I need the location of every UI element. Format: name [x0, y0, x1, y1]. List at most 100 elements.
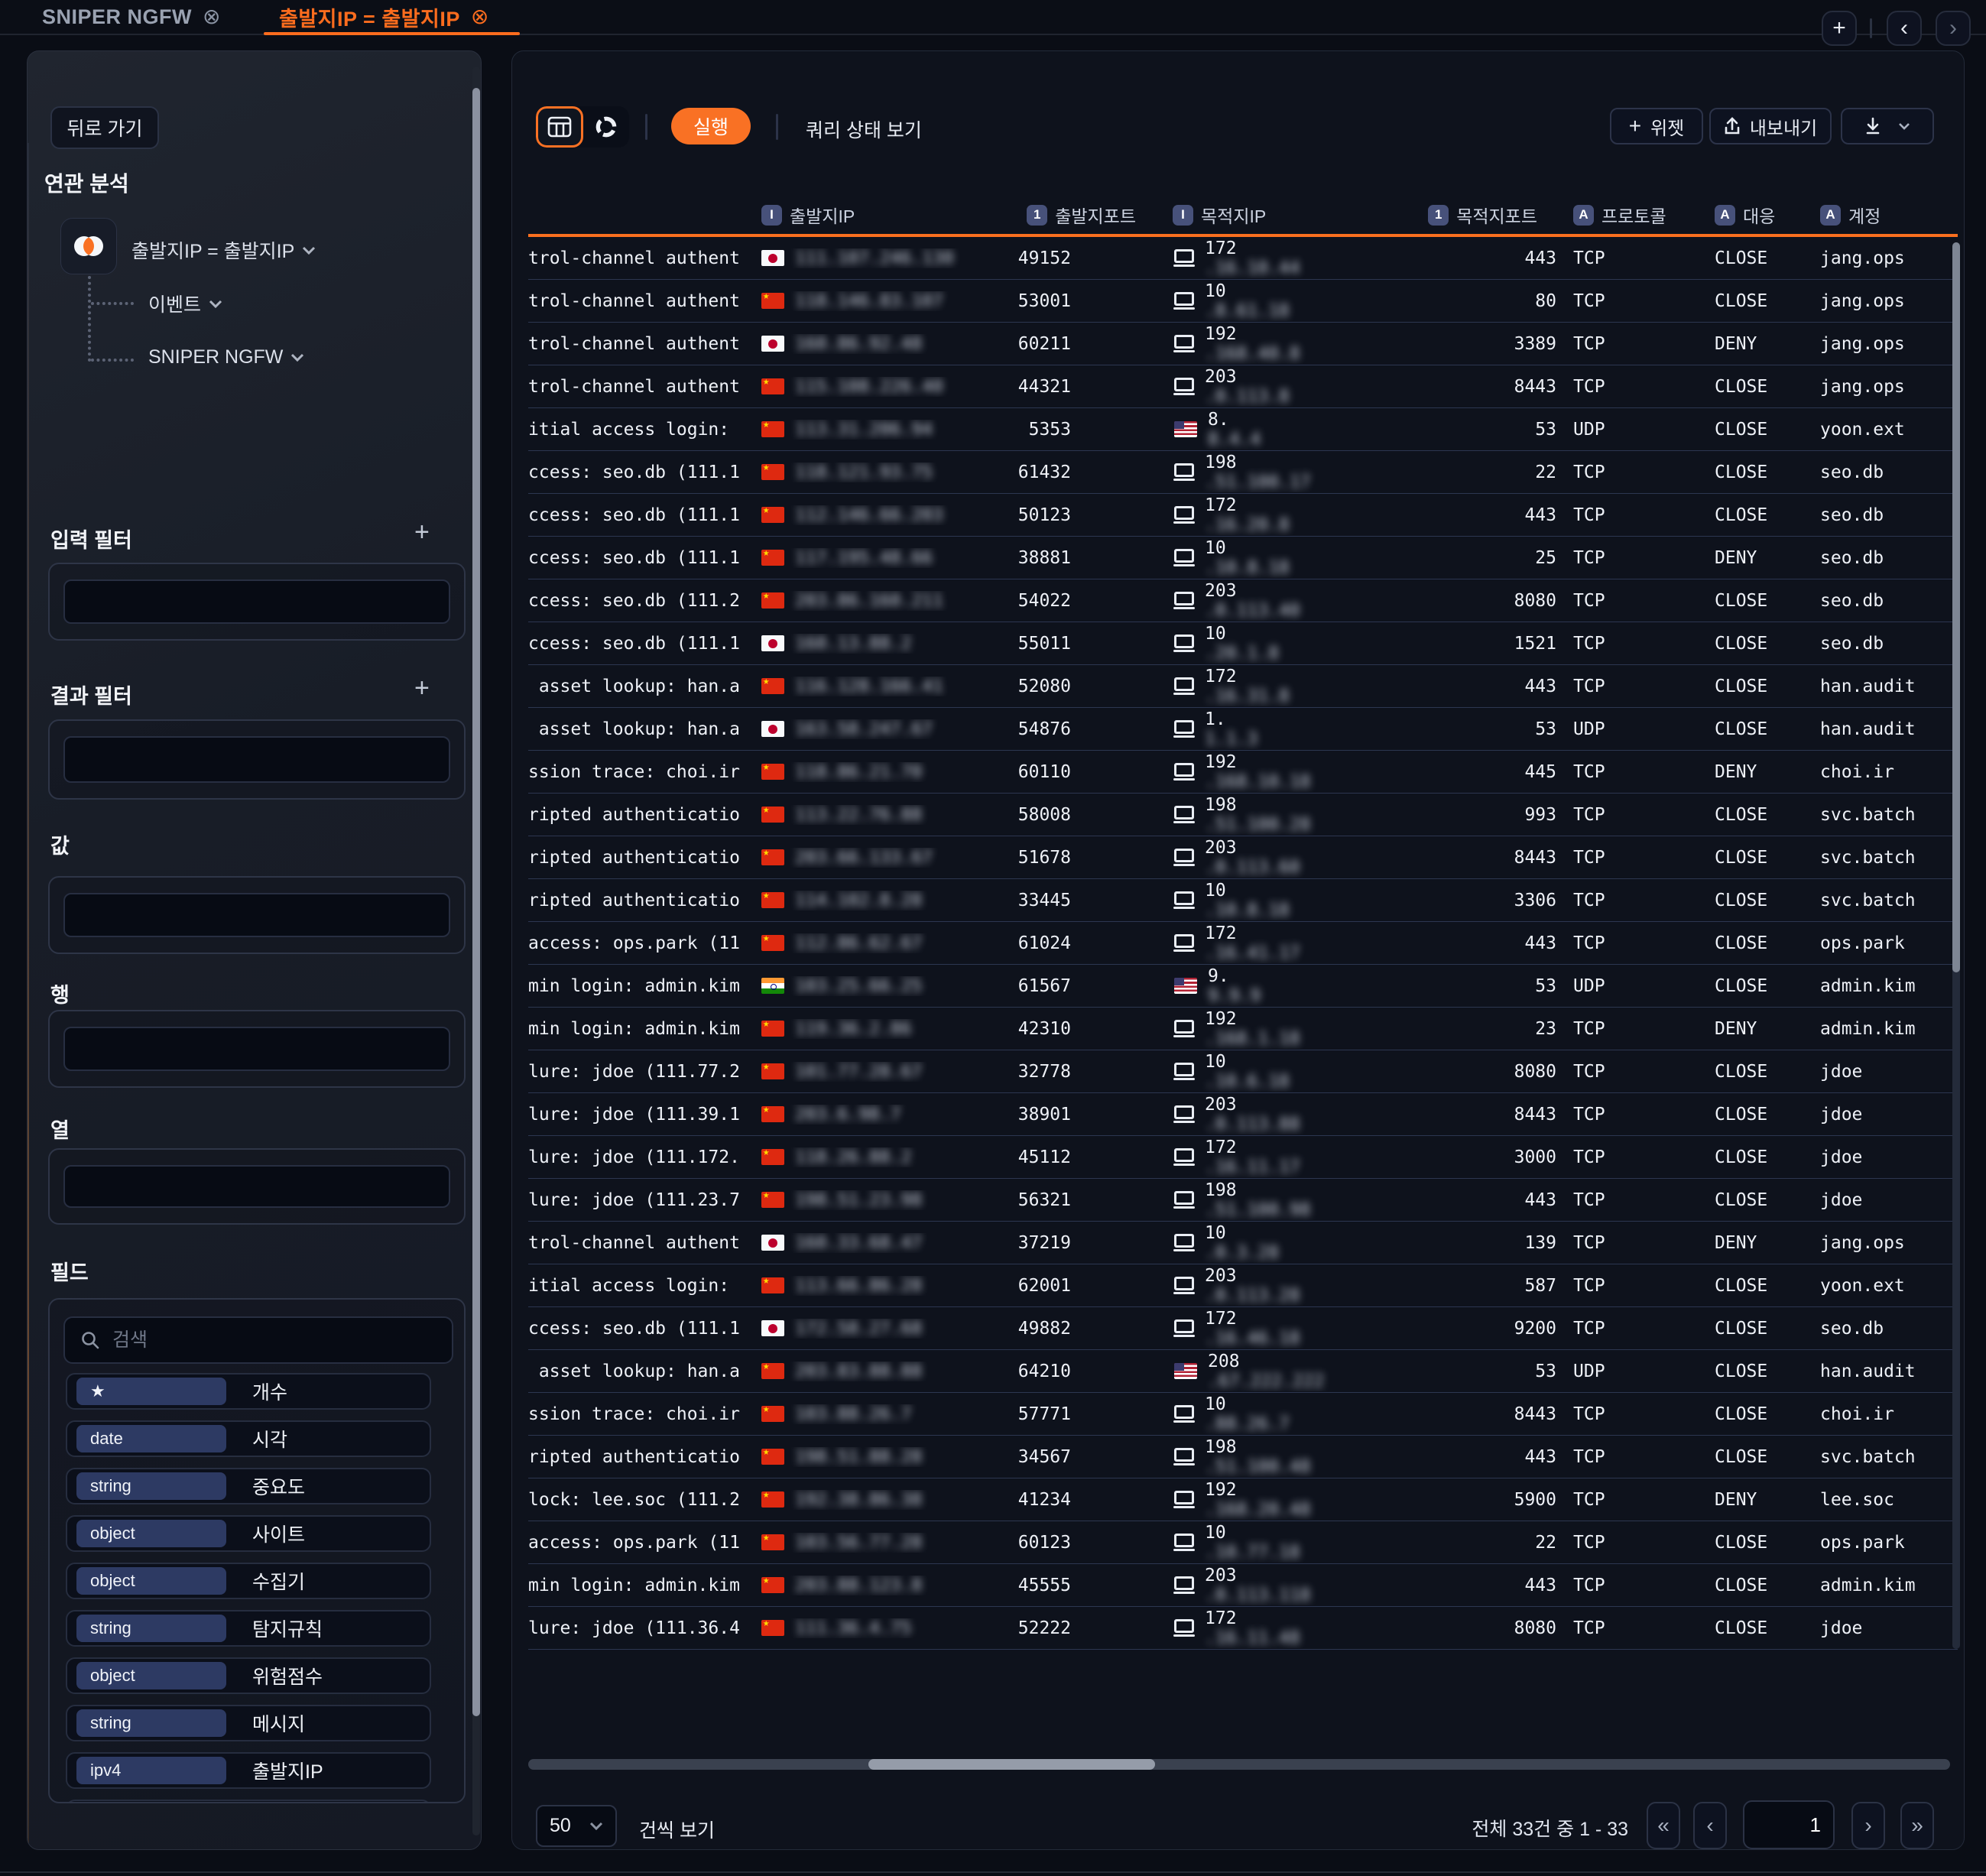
back-button[interactable]: 뒤로 가기 [50, 106, 159, 149]
table-row[interactable]: ssion trace: choi.ir 103.88.26.7 57771 10.8… [528, 1393, 1958, 1436]
next-page-button[interactable]: › [1851, 1802, 1885, 1849]
table-row[interactable]: lure: jdoe (111.23.7 198.51.23.98 56321 198… [528, 1179, 1958, 1222]
field-item-중요도[interactable]: string 중요도 [66, 1468, 431, 1504]
field-item-위험점수[interactable]: object 위험점수 [66, 1657, 431, 1694]
result-filter-field[interactable] [63, 736, 450, 783]
table-row[interactable]: lure: jdoe (111.77.2 101.77.28.67 32778 10.… [528, 1050, 1958, 1093]
table-row[interactable]: lure: jdoe (111.172. 118.26.88.2 45112 172.… [528, 1136, 1958, 1179]
table-row[interactable]: asset lookup: han.a 203.83.88.88 64210 208.… [528, 1350, 1958, 1393]
header-src-port[interactable]: 1 출발지포트 [998, 202, 1136, 228]
table-vertical-scrollbar[interactable] [1952, 242, 1960, 1649]
cell-source-port: 61567 [1017, 975, 1071, 996]
chart-view-button[interactable] [583, 106, 629, 148]
host-icon [1173, 1618, 1195, 1637]
field-item-탐지규칙[interactable]: string 탐지규칙 [66, 1610, 431, 1647]
field-item-개수[interactable]: ★ 개수 [66, 1373, 431, 1410]
table-row[interactable]: trol-channel authent 115.108.226.40 44321 2… [528, 365, 1958, 408]
dest-ip-visible-prefix: 9. [1208, 966, 1229, 986]
table-row[interactable]: trol-channel authent 111.107.246.130 49152… [528, 237, 1958, 280]
table-vertical-scrollbar-thumb[interactable] [1952, 242, 1960, 972]
table-row[interactable]: lure: jdoe (111.36.4 111.36.4.75 52222 172.… [528, 1607, 1958, 1650]
field-item-출발지IP[interactable]: ipv4 출발지IP [66, 1752, 431, 1789]
field-search-input[interactable] [112, 1329, 403, 1352]
add-tab-button[interactable]: + [1822, 11, 1857, 46]
table-row[interactable]: ssion trace: choi.ir 118.86.21.70 60110 192… [528, 751, 1958, 794]
table-row[interactable]: ccess: seo.db (111.2 203.86.160.211 54022 2… [528, 579, 1958, 622]
field-item-시각[interactable]: date 시각 [66, 1420, 431, 1457]
source-ip-redacted: 163.58.247.67 [795, 719, 933, 739]
tab-sniper-ngfw[interactable]: SNIPER NGFW ⊗ [42, 0, 220, 34]
field-item-수집기[interactable]: object 수집기 [66, 1563, 431, 1599]
table-row[interactable]: trol-channel authent 160.86.92.48 60211 192… [528, 323, 1958, 365]
table-row[interactable]: ccess: seo.db (111.1 117.195.48.66 38881 10… [528, 537, 1958, 579]
header-account[interactable]: A 계정 [1812, 202, 1958, 228]
table-row[interactable]: ripted authenticatio 114.102.8.28 33445 10.… [528, 879, 1958, 922]
table-row[interactable]: ccess: seo.db (111.1 112.146.66.203 50123 1… [528, 494, 1958, 537]
add-result-filter-button[interactable]: + [414, 673, 430, 703]
table-row[interactable]: asset lookup: han.a 116.128.166.41 52080 17… [528, 665, 1958, 708]
dest-ip: 192.168.40.8 [1205, 324, 1300, 364]
tree-root-node[interactable]: 출발지IP = 출발지IP [131, 236, 316, 264]
divider [1870, 18, 1872, 38]
table-row[interactable]: ripted authenticatio 113.22.76.88 58008 198… [528, 794, 1958, 836]
tab-analysis-active[interactable]: 출발지IP = 출발지IP ⊗ [279, 0, 488, 34]
value-field[interactable] [63, 893, 450, 937]
table-row[interactable]: asset lookup: han.a 163.58.247.67 54876 1. 1… [528, 708, 1958, 751]
table-row[interactable]: access: ops.park (11 103.56.77.28 60123 10.… [528, 1521, 1958, 1564]
first-page-button[interactable]: « [1647, 1802, 1680, 1849]
table-row[interactable]: trol-channel authent 160.33.68.47 37219 10.… [528, 1222, 1958, 1264]
header-dest-port[interactable]: 1 목적지포트 [1404, 202, 1564, 228]
table-row[interactable]: lock: lee.soc (111.2 192.38.86.38 41234 192… [528, 1478, 1958, 1521]
table-horizontal-scrollbar-thumb[interactable] [868, 1759, 1155, 1770]
dest-ip-redacted: .0.113.40 [1205, 600, 1300, 621]
tab-close-icon[interactable]: ⊗ [470, 5, 489, 28]
add-widget-button[interactable]: + 위젯 [1610, 108, 1703, 144]
cell-source-port: 45555 [1017, 1575, 1071, 1595]
table-row[interactable]: min login: admin.kim 103.25.66.25 61567 9. 9… [528, 965, 1958, 1008]
run-button[interactable]: 실행 [671, 108, 751, 144]
prev-page-button[interactable]: ‹ [1693, 1802, 1727, 1849]
export-button[interactable]: 내보내기 [1709, 108, 1832, 144]
table-row[interactable]: access: ops.park (11 112.86.62.67 61024 172… [528, 922, 1958, 965]
header-src-ip[interactable]: I 출발지IP [761, 202, 998, 228]
table-view-icon [547, 116, 572, 138]
download-button[interactable] [1841, 108, 1934, 144]
table-row[interactable]: trol-channel authent 118.146.83.107 53001 1… [528, 280, 1958, 323]
query-status-link[interactable]: 쿼리 상태 보기 [806, 120, 922, 141]
source-ip-redacted: 198.51.88.28 [795, 1446, 923, 1467]
page-size-select[interactable]: 50 [536, 1805, 617, 1847]
table-view-button[interactable] [536, 106, 583, 148]
sidebar-scrollbar-thumb[interactable] [472, 88, 480, 1716]
table-row[interactable]: itial access login: 113.31.206.94 5353 8.8.… [528, 408, 1958, 451]
input-filter-field[interactable] [63, 579, 450, 624]
table-row[interactable]: ripted authenticatio 203.66.133.67 51678 20… [528, 836, 1958, 879]
field-item-출발지포트[interactable]: int출발지포트 [66, 1800, 431, 1802]
table-row[interactable]: lure: jdoe (111.39.1 203.6.98.7 38901 203.0… [528, 1093, 1958, 1136]
row-field[interactable] [63, 1027, 450, 1071]
page-number-input[interactable] [1743, 1800, 1835, 1849]
table-row[interactable]: min login: admin.kim 119.36.2.86 42310 192.… [528, 1008, 1958, 1050]
tree-node-sniper-ngfw[interactable]: SNIPER NGFW [148, 346, 304, 368]
table-row[interactable]: ccess: seo.db (111.1 118.121.93.75 61432 19… [528, 451, 1958, 494]
last-page-button[interactable]: » [1900, 1802, 1934, 1849]
history-back-button[interactable]: ‹ [1887, 11, 1922, 46]
table-row[interactable]: itial access login: 113.66.86.28 62001 203.… [528, 1264, 1958, 1307]
add-input-filter-button[interactable]: + [414, 518, 430, 547]
tab-close-icon[interactable]: ⊗ [203, 5, 221, 28]
field-item-사이트[interactable]: object 사이트 [66, 1515, 431, 1552]
table-row[interactable]: ccess: seo.db (111.1 160.13.88.2 55011 10.2… [528, 622, 1958, 665]
header-action[interactable]: A 대응 [1705, 202, 1812, 228]
header-protocol[interactable]: A 프로토콜 [1564, 202, 1705, 228]
table-horizontal-scrollbar[interactable] [528, 1759, 1950, 1770]
table-row[interactable]: ccess: seo.db (111.1 172.58.27.68 49882 172… [528, 1307, 1958, 1350]
tree-node-event[interactable]: 이벤트 [148, 290, 222, 317]
header-dest-ip[interactable]: I 목적지IP [1136, 202, 1404, 228]
column-field[interactable] [63, 1165, 450, 1208]
dest-ip-redacted: .16.46.18 [1205, 1328, 1300, 1349]
field-item-메시지[interactable]: string 메시지 [66, 1705, 431, 1741]
field-search-box[interactable] [63, 1316, 453, 1364]
table-row[interactable]: min login: admin.kim 203.88.123.8 45555 203… [528, 1564, 1958, 1607]
history-forward-button[interactable]: › [1936, 11, 1971, 46]
table-row[interactable]: ripted authenticatio 198.51.88.28 34567 198… [528, 1436, 1958, 1478]
cell-action: CLOSE [1715, 248, 1768, 268]
